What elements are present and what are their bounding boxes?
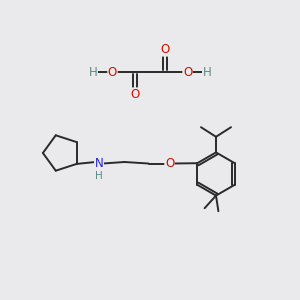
Text: O: O: [160, 43, 169, 56]
Text: N: N: [94, 157, 103, 170]
Text: O: O: [130, 88, 140, 101]
Text: O: O: [108, 65, 117, 79]
Text: H: H: [95, 171, 103, 181]
Text: H: H: [202, 65, 211, 79]
Text: O: O: [183, 65, 192, 79]
Text: O: O: [165, 157, 174, 170]
Text: H: H: [88, 65, 98, 79]
